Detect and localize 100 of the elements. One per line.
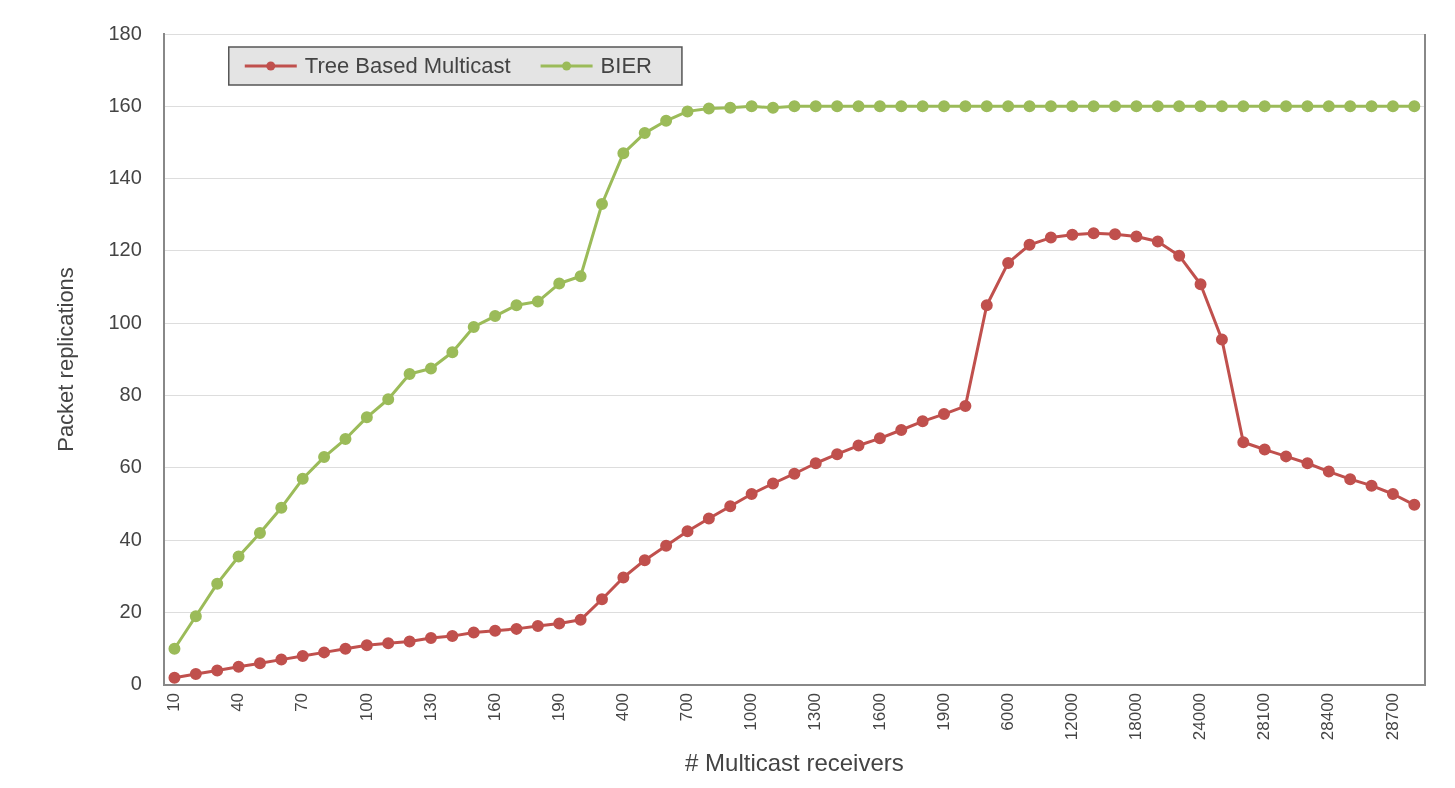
point (1301, 100, 1314, 113)
x-tick-label: 1900 (933, 692, 953, 731)
point (339, 433, 352, 446)
point (553, 277, 566, 290)
x-tick-label: 18000 (1126, 692, 1146, 741)
point (211, 577, 224, 590)
y-axis-title: Packet replications (53, 267, 79, 452)
y-tick-label: 0 (130, 672, 142, 695)
point (1194, 100, 1207, 113)
point (189, 610, 202, 623)
point (938, 100, 951, 113)
point (660, 539, 673, 552)
y-tick-label: 60 (119, 455, 142, 478)
point (1386, 100, 1399, 113)
point (1280, 450, 1293, 463)
point (531, 295, 544, 308)
y-tick-label: 40 (119, 527, 142, 550)
point (253, 527, 266, 540)
point (275, 501, 288, 514)
point (916, 415, 929, 428)
x-tick-label: 70 (292, 692, 312, 712)
point (382, 637, 395, 650)
point (211, 664, 224, 677)
y-tick-label: 140 (108, 166, 142, 189)
point (852, 439, 865, 452)
x-tick-label: 1000 (741, 692, 761, 731)
point (745, 100, 758, 113)
point (767, 101, 780, 114)
point (232, 550, 245, 563)
y-tick-label: 80 (119, 383, 142, 406)
x-tick-label: 6000 (997, 692, 1017, 731)
point (959, 400, 972, 413)
point (617, 571, 630, 584)
point (638, 554, 651, 567)
point (895, 423, 908, 436)
point (168, 642, 181, 655)
point (660, 114, 673, 127)
x-tick-label: 10 (164, 692, 184, 712)
point (296, 472, 309, 485)
point (788, 100, 801, 113)
point (1130, 230, 1143, 243)
point (318, 451, 331, 464)
point (1344, 100, 1357, 113)
point (980, 299, 993, 312)
x-tick-label: 100 (356, 692, 376, 722)
point (446, 346, 459, 359)
point (1023, 100, 1036, 113)
point (1322, 465, 1335, 478)
point (489, 624, 502, 637)
point (1066, 228, 1079, 241)
point (1322, 100, 1335, 113)
point (296, 650, 309, 662)
x-tick-label: 28100 (1254, 692, 1274, 741)
point (1087, 227, 1100, 240)
x-tick-label: 700 (677, 692, 697, 722)
point (595, 197, 608, 210)
point (1365, 100, 1378, 113)
legend-label: BIER (600, 53, 652, 79)
point (168, 671, 181, 684)
point (831, 448, 844, 461)
point (1066, 100, 1079, 113)
point (767, 477, 780, 490)
point (831, 100, 844, 113)
x-tick-label: 12000 (1061, 692, 1081, 741)
point (275, 653, 288, 666)
point (617, 147, 630, 160)
legend-label: Tree Based Multicast (304, 53, 511, 79)
point (446, 630, 459, 643)
point (1365, 479, 1378, 492)
point (424, 362, 437, 375)
point (1215, 333, 1228, 346)
point (1087, 100, 1100, 113)
point (873, 100, 886, 113)
point (745, 487, 758, 500)
x-axis-title: # Multicast receivers (685, 749, 904, 777)
y-tick-label: 120 (108, 238, 142, 261)
point (1386, 487, 1399, 500)
point (403, 367, 416, 380)
point (1258, 443, 1271, 456)
point (489, 310, 502, 323)
point (189, 668, 202, 681)
point (1408, 498, 1421, 511)
point (1044, 100, 1057, 113)
point (531, 619, 544, 632)
x-tick-label: 190 (548, 692, 568, 722)
point (895, 100, 908, 113)
point (638, 127, 651, 140)
point (724, 101, 737, 114)
point (574, 270, 587, 283)
point (681, 525, 694, 538)
point (1237, 100, 1250, 113)
y-tick-label: 180 (108, 21, 142, 44)
point (1280, 100, 1293, 113)
point (1301, 457, 1314, 470)
x-tick-label: 1300 (805, 692, 825, 731)
point (382, 393, 395, 406)
x-tick-label: 130 (420, 692, 440, 722)
point (809, 457, 822, 470)
point (1023, 238, 1036, 251)
point (595, 593, 608, 606)
